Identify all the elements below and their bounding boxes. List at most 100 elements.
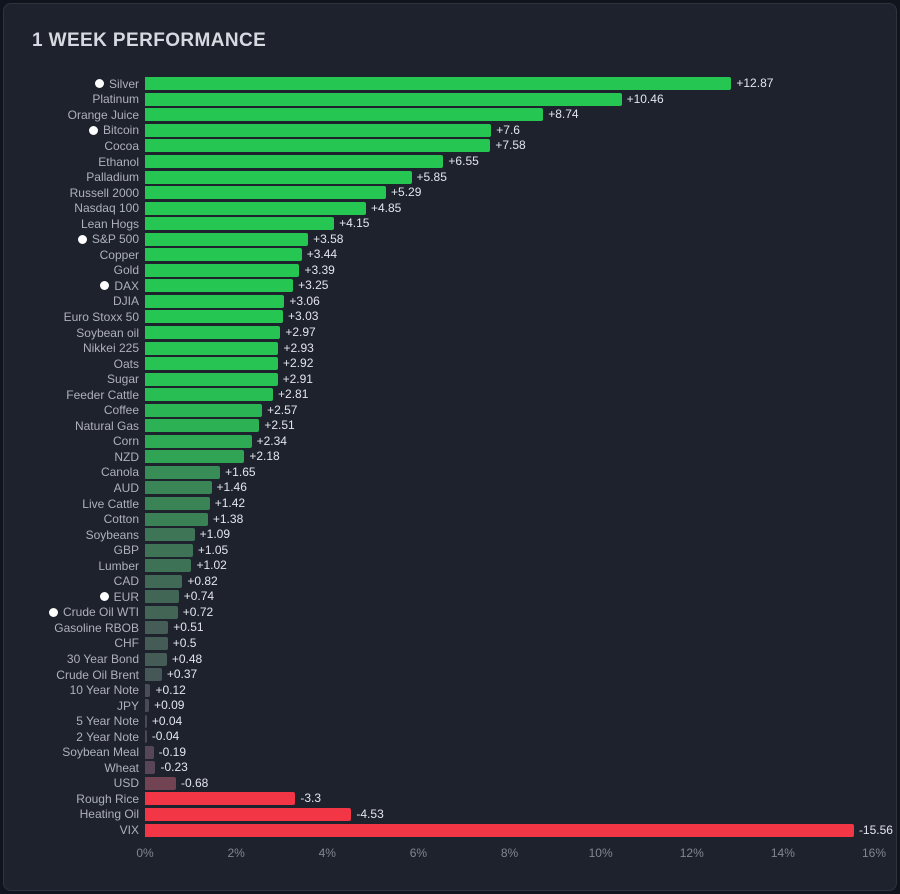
perf-row[interactable]: Nasdaq 100 +4.85 bbox=[4, 200, 896, 216]
perf-bar[interactable] bbox=[145, 139, 491, 153]
perf-bar[interactable] bbox=[145, 186, 387, 200]
perf-bar[interactable] bbox=[145, 450, 245, 464]
perf-bar[interactable] bbox=[145, 403, 263, 417]
perf-row[interactable]: Oats +2.92 bbox=[4, 356, 896, 372]
perf-row[interactable]: S&P 500 +3.58 bbox=[4, 231, 896, 247]
perf-bar[interactable] bbox=[145, 683, 151, 697]
perf-row[interactable]: Soybean Meal -0.19 bbox=[4, 745, 896, 761]
perf-bar[interactable] bbox=[145, 621, 169, 635]
perf-row[interactable]: Palladium +5.85 bbox=[4, 169, 896, 185]
perf-row[interactable]: DJIA +3.06 bbox=[4, 294, 896, 310]
perf-row[interactable]: VIX -15.56 bbox=[4, 822, 896, 838]
perf-row[interactable]: 5 Year Note +0.04 bbox=[4, 713, 896, 729]
perf-row[interactable]: DAX +3.25 bbox=[4, 278, 896, 294]
perf-row[interactable]: USD -0.68 bbox=[4, 776, 896, 792]
perf-row[interactable]: Silver +12.87 bbox=[4, 76, 896, 92]
perf-row[interactable]: Cocoa +7.58 bbox=[4, 138, 896, 154]
perf-bar[interactable] bbox=[145, 326, 281, 340]
perf-bar[interactable] bbox=[145, 123, 492, 137]
row-label-text: DJIA bbox=[112, 294, 139, 309]
perf-row[interactable]: Gold +3.39 bbox=[4, 263, 896, 279]
perf-bar[interactable] bbox=[145, 807, 352, 821]
perf-row[interactable]: Canola +1.65 bbox=[4, 465, 896, 481]
perf-bar[interactable] bbox=[145, 388, 274, 402]
perf-row[interactable]: Lean Hogs +4.15 bbox=[4, 216, 896, 232]
perf-bar[interactable] bbox=[145, 217, 335, 231]
perf-row[interactable]: CHF +0.5 bbox=[4, 636, 896, 652]
perf-bar[interactable] bbox=[145, 590, 179, 604]
perf-row[interactable]: Crude Oil Brent +0.37 bbox=[4, 667, 896, 683]
perf-row[interactable]: AUD +1.46 bbox=[4, 480, 896, 496]
perf-bar[interactable] bbox=[145, 341, 279, 355]
perf-row[interactable]: Copper +3.44 bbox=[4, 247, 896, 263]
perf-bar[interactable] bbox=[145, 776, 176, 790]
perf-row[interactable]: Coffee +2.57 bbox=[4, 402, 896, 418]
row-label-text: Euro Stoxx 50 bbox=[63, 309, 139, 324]
perf-row[interactable]: Natural Gas +2.51 bbox=[4, 418, 896, 434]
perf-bar[interactable] bbox=[145, 745, 154, 759]
perf-bar[interactable] bbox=[145, 201, 366, 215]
perf-row[interactable]: Nikkei 225 +2.93 bbox=[4, 340, 896, 356]
perf-row[interactable]: Heating Oil -4.53 bbox=[4, 807, 896, 823]
perf-bar[interactable] bbox=[145, 419, 260, 433]
perf-row[interactable]: EUR +0.74 bbox=[4, 589, 896, 605]
perf-bar[interactable] bbox=[145, 92, 622, 106]
perf-bar[interactable] bbox=[145, 823, 854, 837]
perf-row[interactable]: Gasoline RBOB +0.51 bbox=[4, 620, 896, 636]
perf-bar[interactable] bbox=[145, 248, 302, 262]
perf-bar[interactable] bbox=[145, 372, 278, 386]
perf-row[interactable]: Sugar +2.91 bbox=[4, 371, 896, 387]
perf-row[interactable]: Orange Juice +8.74 bbox=[4, 107, 896, 123]
perf-bar[interactable] bbox=[145, 279, 294, 293]
perf-bar[interactable] bbox=[145, 730, 147, 744]
perf-row[interactable]: Bitcoin +7.6 bbox=[4, 123, 896, 139]
perf-bar[interactable] bbox=[145, 434, 252, 448]
perf-bar[interactable] bbox=[145, 108, 544, 122]
perf-bar[interactable] bbox=[145, 77, 732, 91]
perf-bar[interactable] bbox=[145, 792, 296, 806]
perf-bar[interactable] bbox=[145, 481, 212, 495]
perf-bar[interactable] bbox=[145, 699, 150, 713]
perf-bar[interactable] bbox=[145, 232, 309, 246]
perf-bar[interactable] bbox=[145, 714, 147, 728]
perf-bar[interactable] bbox=[145, 263, 300, 277]
perf-bar[interactable] bbox=[145, 761, 156, 775]
perf-row[interactable]: JPY +0.09 bbox=[4, 698, 896, 714]
perf-row[interactable]: Soybeans +1.09 bbox=[4, 527, 896, 543]
perf-row[interactable]: CAD +0.82 bbox=[4, 574, 896, 590]
perf-bar[interactable] bbox=[145, 155, 444, 168]
perf-bar[interactable] bbox=[145, 512, 208, 526]
perf-row[interactable]: Lumber +1.02 bbox=[4, 558, 896, 574]
perf-bar[interactable] bbox=[145, 636, 168, 650]
perf-row[interactable]: 2 Year Note -0.04 bbox=[4, 729, 896, 745]
perf-bar[interactable] bbox=[145, 543, 193, 557]
perf-row[interactable]: Platinum +10.46 bbox=[4, 92, 896, 108]
perf-bar[interactable] bbox=[145, 497, 210, 511]
perf-row[interactable]: Ethanol +6.55 bbox=[4, 154, 896, 170]
perf-row[interactable]: Corn +2.34 bbox=[4, 434, 896, 450]
perf-row[interactable]: Euro Stoxx 50 +3.03 bbox=[4, 309, 896, 325]
perf-row[interactable]: Soybean oil +2.97 bbox=[4, 325, 896, 341]
perf-row[interactable]: NZD +2.18 bbox=[4, 449, 896, 465]
perf-row[interactable]: Feeder Cattle +2.81 bbox=[4, 387, 896, 403]
perf-row[interactable]: Cotton +1.38 bbox=[4, 511, 896, 527]
perf-bar[interactable] bbox=[145, 574, 183, 588]
perf-bar[interactable] bbox=[145, 652, 167, 666]
perf-bar[interactable] bbox=[145, 559, 192, 573]
perf-row[interactable]: 10 Year Note +0.12 bbox=[4, 682, 896, 698]
perf-bar[interactable] bbox=[145, 294, 285, 308]
perf-bar[interactable] bbox=[145, 170, 412, 184]
perf-row[interactable]: GBP +1.05 bbox=[4, 542, 896, 558]
perf-row[interactable]: Live Cattle +1.42 bbox=[4, 496, 896, 512]
perf-bar[interactable] bbox=[145, 310, 284, 324]
perf-row[interactable]: Crude Oil WTI +0.72 bbox=[4, 605, 896, 621]
perf-row[interactable]: 30 Year Bond +0.48 bbox=[4, 651, 896, 667]
perf-row[interactable]: Rough Rice -3.3 bbox=[4, 791, 896, 807]
perf-bar[interactable] bbox=[145, 465, 221, 479]
perf-row[interactable]: Wheat -0.23 bbox=[4, 760, 896, 776]
perf-bar[interactable] bbox=[145, 357, 279, 371]
perf-bar[interactable] bbox=[145, 605, 178, 619]
perf-bar[interactable] bbox=[145, 668, 162, 682]
perf-bar[interactable] bbox=[145, 528, 195, 542]
perf-row[interactable]: Russell 2000 +5.29 bbox=[4, 185, 896, 201]
